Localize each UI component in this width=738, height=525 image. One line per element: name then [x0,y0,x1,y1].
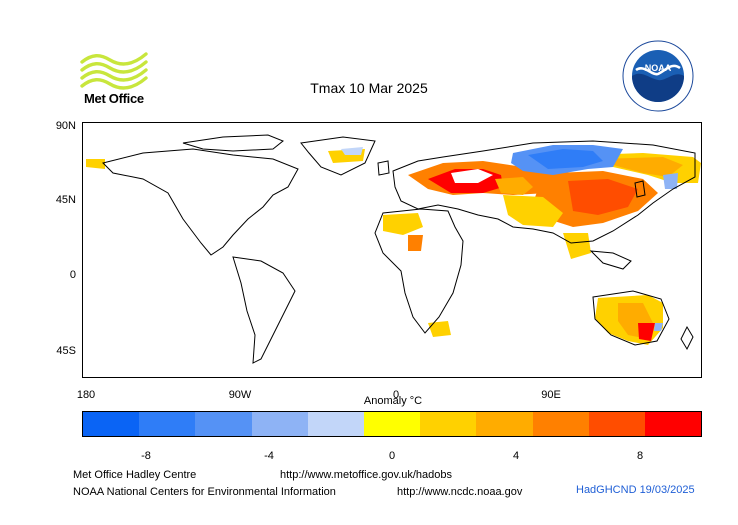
colorbar-tick: 8 [636,450,644,462]
map-title: Tmax 10 Mar 2025 [310,80,428,96]
colorbar-segment [83,412,140,436]
dataset-credit: HadGHCND 19/03/2025 [576,484,695,496]
colorbar-segment [139,412,196,436]
y-label-45s: 45S [56,345,76,357]
met-office-wordmark: Met Office [84,91,144,106]
x-label-90w: 90W [228,389,252,401]
world-map [86,134,701,364]
colorbar-tick: -4 [264,450,274,462]
noaa-logo-icon: NOAA [622,40,694,112]
x-label-180: 180 [76,389,96,401]
coastlines [102,134,696,364]
colorbar [82,411,702,437]
footer-url-noaa[interactable]: http://www.ncdc.noaa.gov [397,486,523,498]
colorbar-tick: -8 [141,450,151,462]
noaa-logo-text: NOAA [645,63,672,73]
footer-org-metoffice: Met Office Hadley Centre [73,469,197,481]
x-label-90e: 90E [541,389,561,401]
colorbar-segment [363,412,421,436]
colorbar-segment [420,412,477,436]
colorbar-segment [195,412,252,436]
colorbar-tick: 4 [512,450,520,462]
x-label-0: 0 [392,389,400,401]
met-office-logo-icon [80,52,148,90]
colorbar-segment [644,412,702,436]
colorbar-segment [588,412,645,436]
y-label-90n: 90N [55,120,76,132]
cool-anomaly-fields [341,145,678,331]
y-label-45n: 45N [55,194,76,206]
colorbar-tick: 0 [388,450,396,462]
colorbar-segment [476,412,533,436]
colorbar-segment [307,412,364,436]
footer-org-noaa: NOAA National Centers for Environmental … [73,486,336,498]
colorbar-label: Anomaly °C [363,395,423,407]
y-label-0: 0 [69,269,76,281]
map-panel [82,122,702,378]
footer-url-metoffice[interactable]: http://www.metoffice.gov.uk/hadobs [280,469,453,481]
colorbar-segment [251,412,308,436]
colorbar-segment [532,412,589,436]
